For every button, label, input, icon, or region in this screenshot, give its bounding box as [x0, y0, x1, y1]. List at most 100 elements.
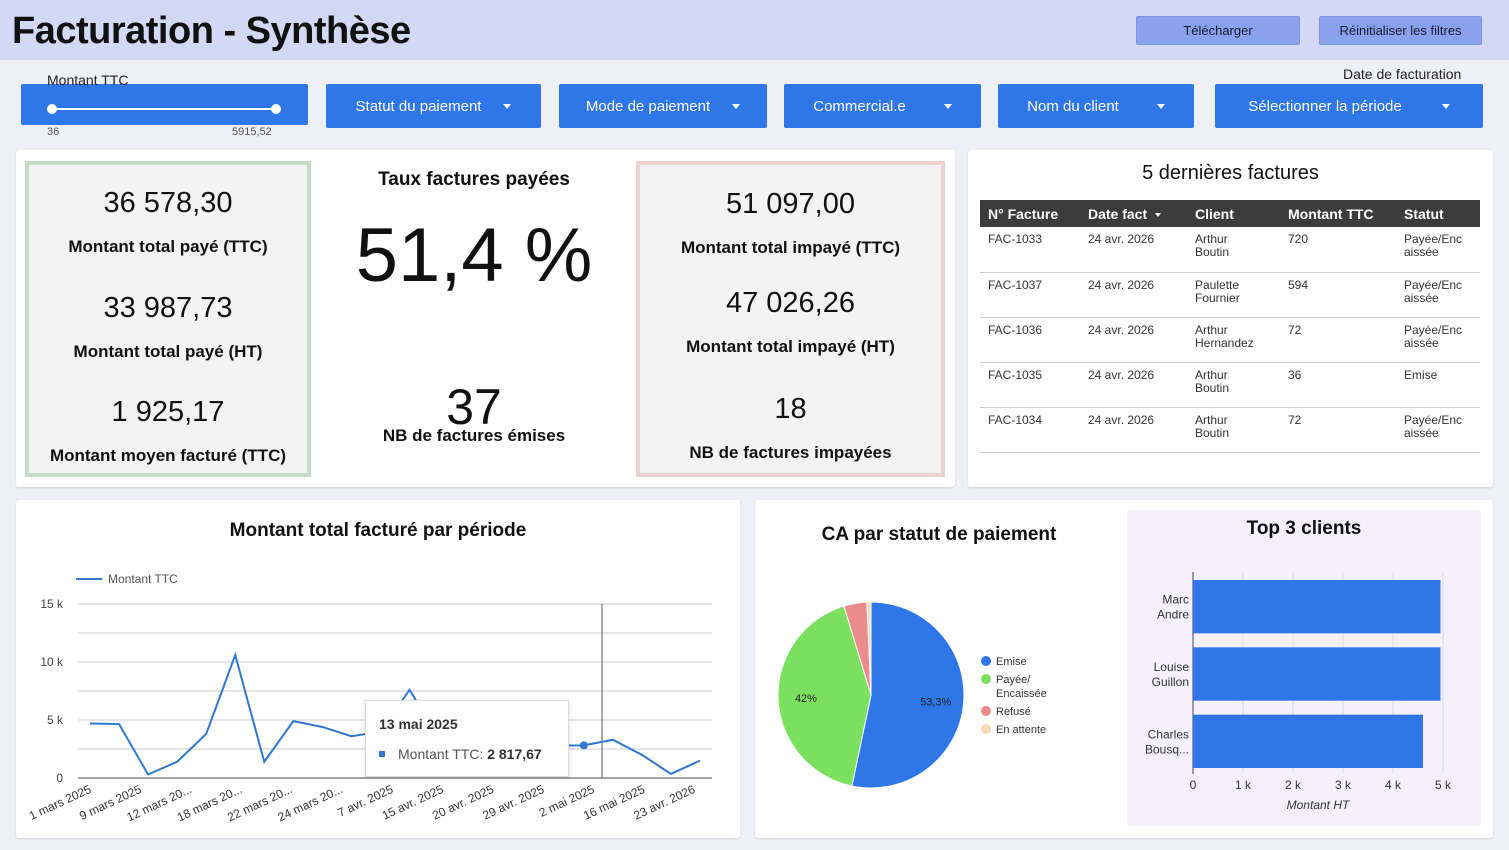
x-tick-label: 3 k [1335, 778, 1352, 792]
table-row[interactable]: FAC-1036 24 avr. 2026 Arthur Hernandez 72… [980, 317, 1480, 363]
reset-filters-button[interactable]: Réinitialiser les filtres [1319, 16, 1482, 45]
invoice-status: Payée/Enc aissée [1396, 407, 1480, 453]
bar [1193, 647, 1441, 701]
pie-slice-label: 42% [795, 693, 817, 705]
chevron-down-icon [943, 103, 952, 109]
invoice-id: FAC-1035 [980, 362, 1080, 408]
payment-mode-dropdown[interactable]: Mode de paiement [559, 84, 767, 128]
paid-total-ht-value: 33 987,73 [103, 292, 233, 324]
table-row[interactable]: FAC-1035 24 avr. 2026 Arthur Boutin 36 Em… [980, 362, 1480, 408]
legend-label: Refusé [996, 706, 1031, 718]
invoice-status: Payée/Enc aissée [1396, 317, 1480, 363]
y-tick-label: Charles [1148, 727, 1189, 741]
unpaid-total-ttc-label: Montant total impayé (TTC) [680, 238, 901, 257]
invoice-date: 24 avr. 2026 [1080, 407, 1187, 453]
table-header-row: N° Facture Date fact Client Montant TTC … [980, 200, 1480, 227]
slider-label: Montant TTC [47, 72, 129, 88]
x-tick-label: 2 k [1285, 778, 1302, 792]
payment-status-dropdown[interactable]: Statut du paiement [326, 84, 541, 128]
invoice-id: FAC-1036 [980, 317, 1080, 363]
legend-swatch [981, 656, 991, 666]
legend-label: Payée/ [996, 674, 1031, 686]
client-name-dropdown[interactable]: Nom du client [998, 84, 1194, 128]
top-clients-title: Top 3 clients [1246, 518, 1362, 539]
sort-desc-icon [1155, 212, 1162, 217]
pie-card: CA par statut de paiement 53,3% 42% Emise P… [755, 500, 1493, 838]
pie-chart[interactable]: 53,3% 42% Emise Payée/Encaissée Refusé En att… [755, 500, 1125, 838]
table-row[interactable]: FAC-1033 24 avr. 2026 Arthur Boutin 720 P… [980, 227, 1480, 273]
y-tick-label: Andre [1157, 608, 1189, 622]
table-row[interactable]: FAC-1034 24 avr. 2026 Arthur Boutin 72 Pa… [980, 407, 1480, 453]
slider-min-value: 36 [47, 126, 60, 138]
amount-slider[interactable] [21, 84, 308, 125]
sales-rep-label: Commercial.e [813, 97, 906, 115]
column-header[interactable]: N° Facture [980, 200, 1080, 227]
pie-slice [777, 605, 872, 787]
payment-status-label: Statut du paiement [355, 97, 482, 115]
legend-label: Montant TTC [108, 572, 178, 586]
date-filter-label: Date de facturation [1343, 66, 1462, 82]
tooltip-series-swatch [379, 751, 385, 757]
legend-swatch [981, 724, 991, 734]
header-bar: Facturation - Synthèse Télécharger Réini… [0, 0, 1509, 60]
legend-label: Encaissée [996, 688, 1047, 700]
invoice-client: Arthur Hernandez [1187, 317, 1280, 363]
column-header[interactable]: Statut [1396, 200, 1480, 227]
invoice-id: FAC-1034 [980, 407, 1080, 453]
invoice-amount: 72 [1280, 407, 1396, 453]
invoice-client: Paulette Fournier [1187, 272, 1280, 318]
unpaid-total-ht-label: Montant total impayé (HT) [686, 337, 895, 356]
x-axis-label: Montant HT [1287, 798, 1351, 812]
unpaid-count-value: 18 [774, 393, 807, 425]
column-header[interactable]: Montant TTC [1280, 200, 1396, 227]
avg-ttc-value: 1 925,17 [111, 396, 225, 428]
chevron-down-icon [1441, 103, 1450, 109]
paid-total-ttc-label: Montant total payé (TTC) [68, 237, 268, 256]
slider-max-value: 5915,52 [232, 126, 272, 138]
unpaid-total-ht-value: 47 026,26 [725, 287, 855, 319]
y-tick-label: Guillon [1152, 675, 1189, 689]
invoice-amount: 594 [1280, 272, 1396, 318]
slider-min-handle[interactable] [47, 104, 57, 114]
column-header[interactable]: Client [1187, 200, 1280, 227]
tooltip-value: Montant TTC: 2 817,67 [398, 746, 542, 762]
invoice-status: Emise [1396, 362, 1480, 408]
legend-label: Emise [996, 656, 1027, 668]
invoice-date: 24 avr. 2026 [1080, 272, 1187, 318]
avg-ttc-label: Montant moyen facturé (TTC) [49, 446, 287, 465]
pie-slice-label: 53,3% [920, 697, 951, 709]
client-name-label: Nom du client [1027, 97, 1119, 115]
invoices-issued-value: 37 [446, 379, 502, 435]
slider-max-handle[interactable] [271, 104, 281, 114]
last-invoices-title: 5 dernières factures [1142, 162, 1319, 184]
unpaid-kpi-box: 51 097,00 Montant total impayé (TTC) 47 … [636, 161, 945, 477]
x-tick-label: 1 k [1235, 778, 1252, 792]
y-tick-label: 10 k [40, 655, 64, 669]
pie-chart-title: CA par statut de paiement [821, 524, 1057, 545]
last-invoices-card: 5 dernières factures N° Facture Date fac… [968, 150, 1493, 487]
y-tick-label: 5 k [47, 713, 64, 727]
y-tick-label: Louise [1154, 660, 1190, 674]
chevron-down-icon [732, 103, 741, 109]
payment-mode-label: Mode de paiement [585, 97, 711, 115]
column-header-sorted[interactable]: Date fact [1080, 200, 1187, 227]
column-header-label: Date fact [1088, 205, 1148, 222]
sales-rep-dropdown[interactable]: Commercial.e [784, 84, 981, 128]
invoice-amount: 72 [1280, 317, 1396, 363]
period-dropdown[interactable]: Sélectionner la période [1215, 84, 1483, 128]
unpaid-count-label: NB de factures impayées [689, 443, 892, 462]
tooltip-date: 13 mai 2025 [379, 716, 458, 732]
invoice-id: FAC-1033 [980, 227, 1080, 273]
page-title: Facturation - Synthèse [12, 10, 411, 52]
paid-total-ht-label: Montant total payé (HT) [73, 342, 263, 361]
x-tick-label: 4 k [1385, 778, 1402, 792]
pie-slice [866, 601, 872, 696]
pie-slice [851, 601, 965, 789]
y-tick-label: Marc [1162, 593, 1189, 607]
bar [1193, 714, 1423, 768]
table-row[interactable]: FAC-1037 24 avr. 2026 Paulette Fournier 5… [980, 272, 1480, 318]
download-button[interactable]: Télécharger [1136, 16, 1300, 45]
bar [1193, 580, 1441, 634]
